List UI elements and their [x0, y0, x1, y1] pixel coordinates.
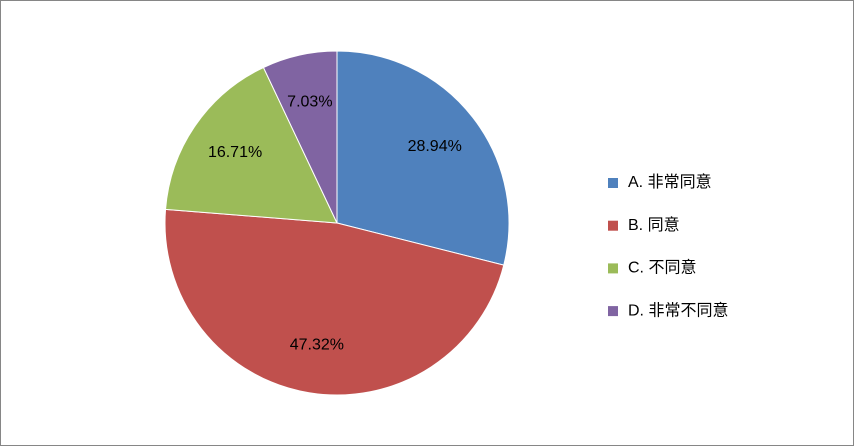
legend-label: C. 不同意 — [628, 258, 696, 277]
pie-slice — [262, 50, 338, 224]
legend-swatch — [608, 178, 618, 188]
legend-swatch — [608, 220, 618, 231]
pie-slice — [165, 66, 338, 224]
pie-slice — [336, 50, 510, 266]
legend-label: A. 非常同意 — [628, 172, 712, 191]
legend-swatch — [608, 263, 618, 274]
pie-slice — [164, 208, 505, 396]
legend-swatch — [608, 306, 618, 317]
data-label: 7.03% — [287, 93, 332, 110]
data-label: 16.71% — [208, 144, 262, 161]
legend-label: D. 非常不同意 — [628, 300, 728, 319]
data-label: 28.94% — [408, 138, 462, 155]
legend-label: B. 同意 — [628, 215, 680, 234]
data-label: 47.32% — [290, 336, 344, 353]
